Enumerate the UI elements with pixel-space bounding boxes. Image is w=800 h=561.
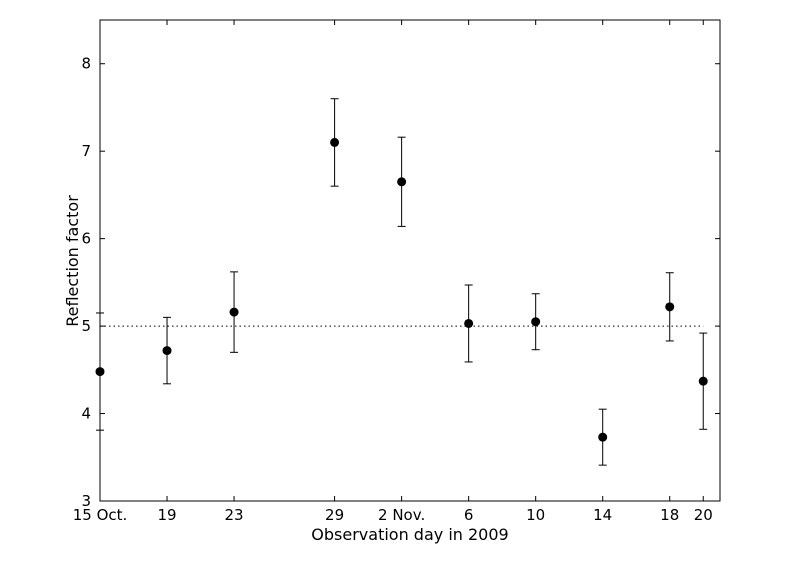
y-axis-label: Reflection factor	[63, 195, 82, 327]
data-point	[464, 318, 474, 328]
x-axis-label: Observation day in 2009	[311, 525, 508, 544]
x-tick-label: 19	[157, 506, 176, 524]
y-tick-label: 5	[81, 317, 91, 335]
x-tick-label: 23	[225, 506, 244, 524]
plot-frame	[99, 19, 721, 502]
x-tick-label: 15 Oct.	[73, 506, 128, 524]
x-tick-label: 6	[464, 506, 474, 524]
data-point	[598, 432, 608, 442]
data-point	[531, 317, 541, 327]
data-point	[330, 137, 340, 147]
data-point	[229, 307, 239, 317]
y-tick-label: 4	[81, 405, 91, 423]
y-tick-label: 6	[81, 230, 91, 248]
x-tick-label: 10	[526, 506, 545, 524]
y-tick-label: 8	[81, 55, 91, 73]
y-tick-label: 7	[81, 142, 91, 160]
x-tick-label: 18	[660, 506, 679, 524]
x-tick-label: 29	[325, 506, 344, 524]
data-point	[162, 346, 172, 356]
x-tick-label: 2 Nov.	[378, 506, 425, 524]
x-tick-label: 20	[694, 506, 713, 524]
data-point	[397, 177, 407, 187]
data-point	[665, 302, 675, 312]
y-tick-label: 3	[81, 492, 91, 510]
x-tick-label: 14	[593, 506, 612, 524]
data-point	[698, 376, 708, 386]
